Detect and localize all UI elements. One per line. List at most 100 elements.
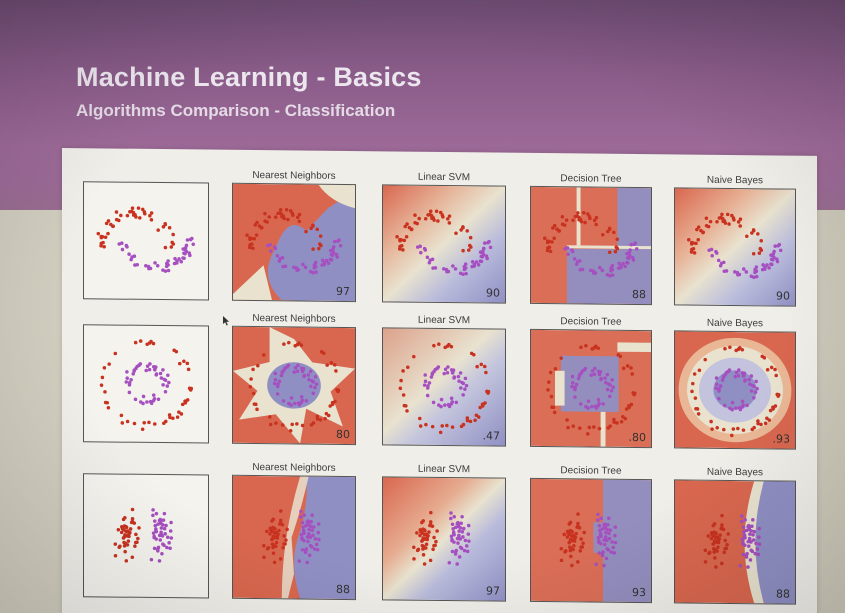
data-point (467, 539, 471, 543)
data-point (574, 531, 578, 536)
data-point (737, 368, 741, 372)
data-point (271, 545, 275, 550)
data-point (560, 222, 565, 227)
data-point (777, 242, 782, 247)
data-point (398, 244, 402, 249)
scatter-plot (383, 477, 505, 601)
data-point (332, 363, 337, 367)
data-point (605, 273, 610, 277)
data-point (165, 545, 169, 550)
data-point (268, 415, 272, 419)
data-point (703, 548, 708, 553)
data-point (297, 219, 302, 224)
data-point (600, 527, 605, 531)
data-point (484, 254, 489, 258)
data-point (158, 520, 163, 524)
subplot-circles-input (83, 324, 209, 444)
data-point (758, 246, 763, 251)
data-point (449, 534, 454, 538)
data-point (106, 231, 110, 236)
data-point (433, 543, 437, 548)
accuracy-score: 97 (336, 284, 350, 299)
data-point (740, 514, 744, 518)
data-point (464, 271, 468, 276)
data-point (748, 558, 753, 562)
data-point (726, 532, 730, 536)
data-point (607, 536, 612, 541)
data-point (694, 241, 698, 246)
data-point (438, 430, 443, 435)
data-point (773, 244, 777, 248)
data-point (282, 342, 286, 346)
data-point (621, 261, 625, 266)
subplot-linear-nb: Naive Bayes 88 (674, 467, 796, 605)
data-point (401, 369, 405, 373)
data-point (603, 525, 608, 529)
data-point (439, 397, 444, 402)
data-point (434, 539, 438, 544)
data-point (281, 214, 286, 219)
data-point (332, 239, 337, 244)
data-point (442, 371, 446, 376)
data-point (443, 367, 448, 372)
data-point (553, 367, 558, 371)
data-point (759, 238, 764, 243)
scatter-plot (233, 183, 355, 302)
subplot-title: Decision Tree (560, 465, 622, 477)
data-point (316, 522, 321, 526)
data-point (711, 534, 716, 538)
data-point (114, 210, 119, 214)
decision-regions (383, 185, 505, 303)
data-point (314, 382, 319, 386)
data-point (171, 416, 175, 421)
data-point (571, 424, 575, 428)
decision-regions (531, 186, 651, 305)
data-point (549, 394, 554, 399)
data-point (752, 425, 756, 430)
data-point (127, 534, 131, 539)
decision-regions (233, 475, 355, 600)
data-point (730, 407, 734, 412)
data-point (151, 531, 156, 535)
data-point (754, 379, 758, 384)
data-point (749, 274, 754, 279)
data-point (133, 212, 137, 217)
data-point (422, 246, 427, 251)
subplot-title: Nearest Neighbors (252, 312, 336, 325)
data-point (605, 538, 609, 543)
data-point (304, 399, 309, 403)
data-point (607, 516, 611, 521)
data-point (753, 390, 758, 394)
data-point (182, 359, 186, 364)
data-point (604, 380, 608, 385)
data-point (734, 406, 738, 410)
data-point (309, 384, 313, 389)
data-point (452, 515, 457, 519)
data-point (285, 527, 289, 532)
data-point (128, 210, 132, 214)
data-point (183, 246, 188, 250)
data-point (718, 264, 723, 268)
data-point (717, 216, 722, 220)
data-point (432, 535, 436, 540)
data-point (175, 415, 180, 419)
data-point (432, 343, 436, 348)
data-point (251, 391, 256, 396)
data-point (605, 387, 610, 392)
data-point (309, 544, 314, 549)
data-point (316, 530, 321, 535)
subplot-circles-knn: Nearest Neighbors 80 (232, 313, 356, 446)
data-point (402, 238, 407, 243)
data-point (282, 534, 286, 538)
data-point (730, 400, 735, 405)
data-point (746, 539, 750, 544)
data-point (289, 396, 294, 400)
decision-regions (531, 478, 651, 603)
data-point (567, 540, 571, 545)
data-point (484, 370, 488, 375)
data-point (468, 235, 473, 240)
data-point (429, 375, 434, 379)
data-point (723, 538, 727, 543)
data-point (710, 253, 714, 258)
data-point (253, 223, 258, 227)
